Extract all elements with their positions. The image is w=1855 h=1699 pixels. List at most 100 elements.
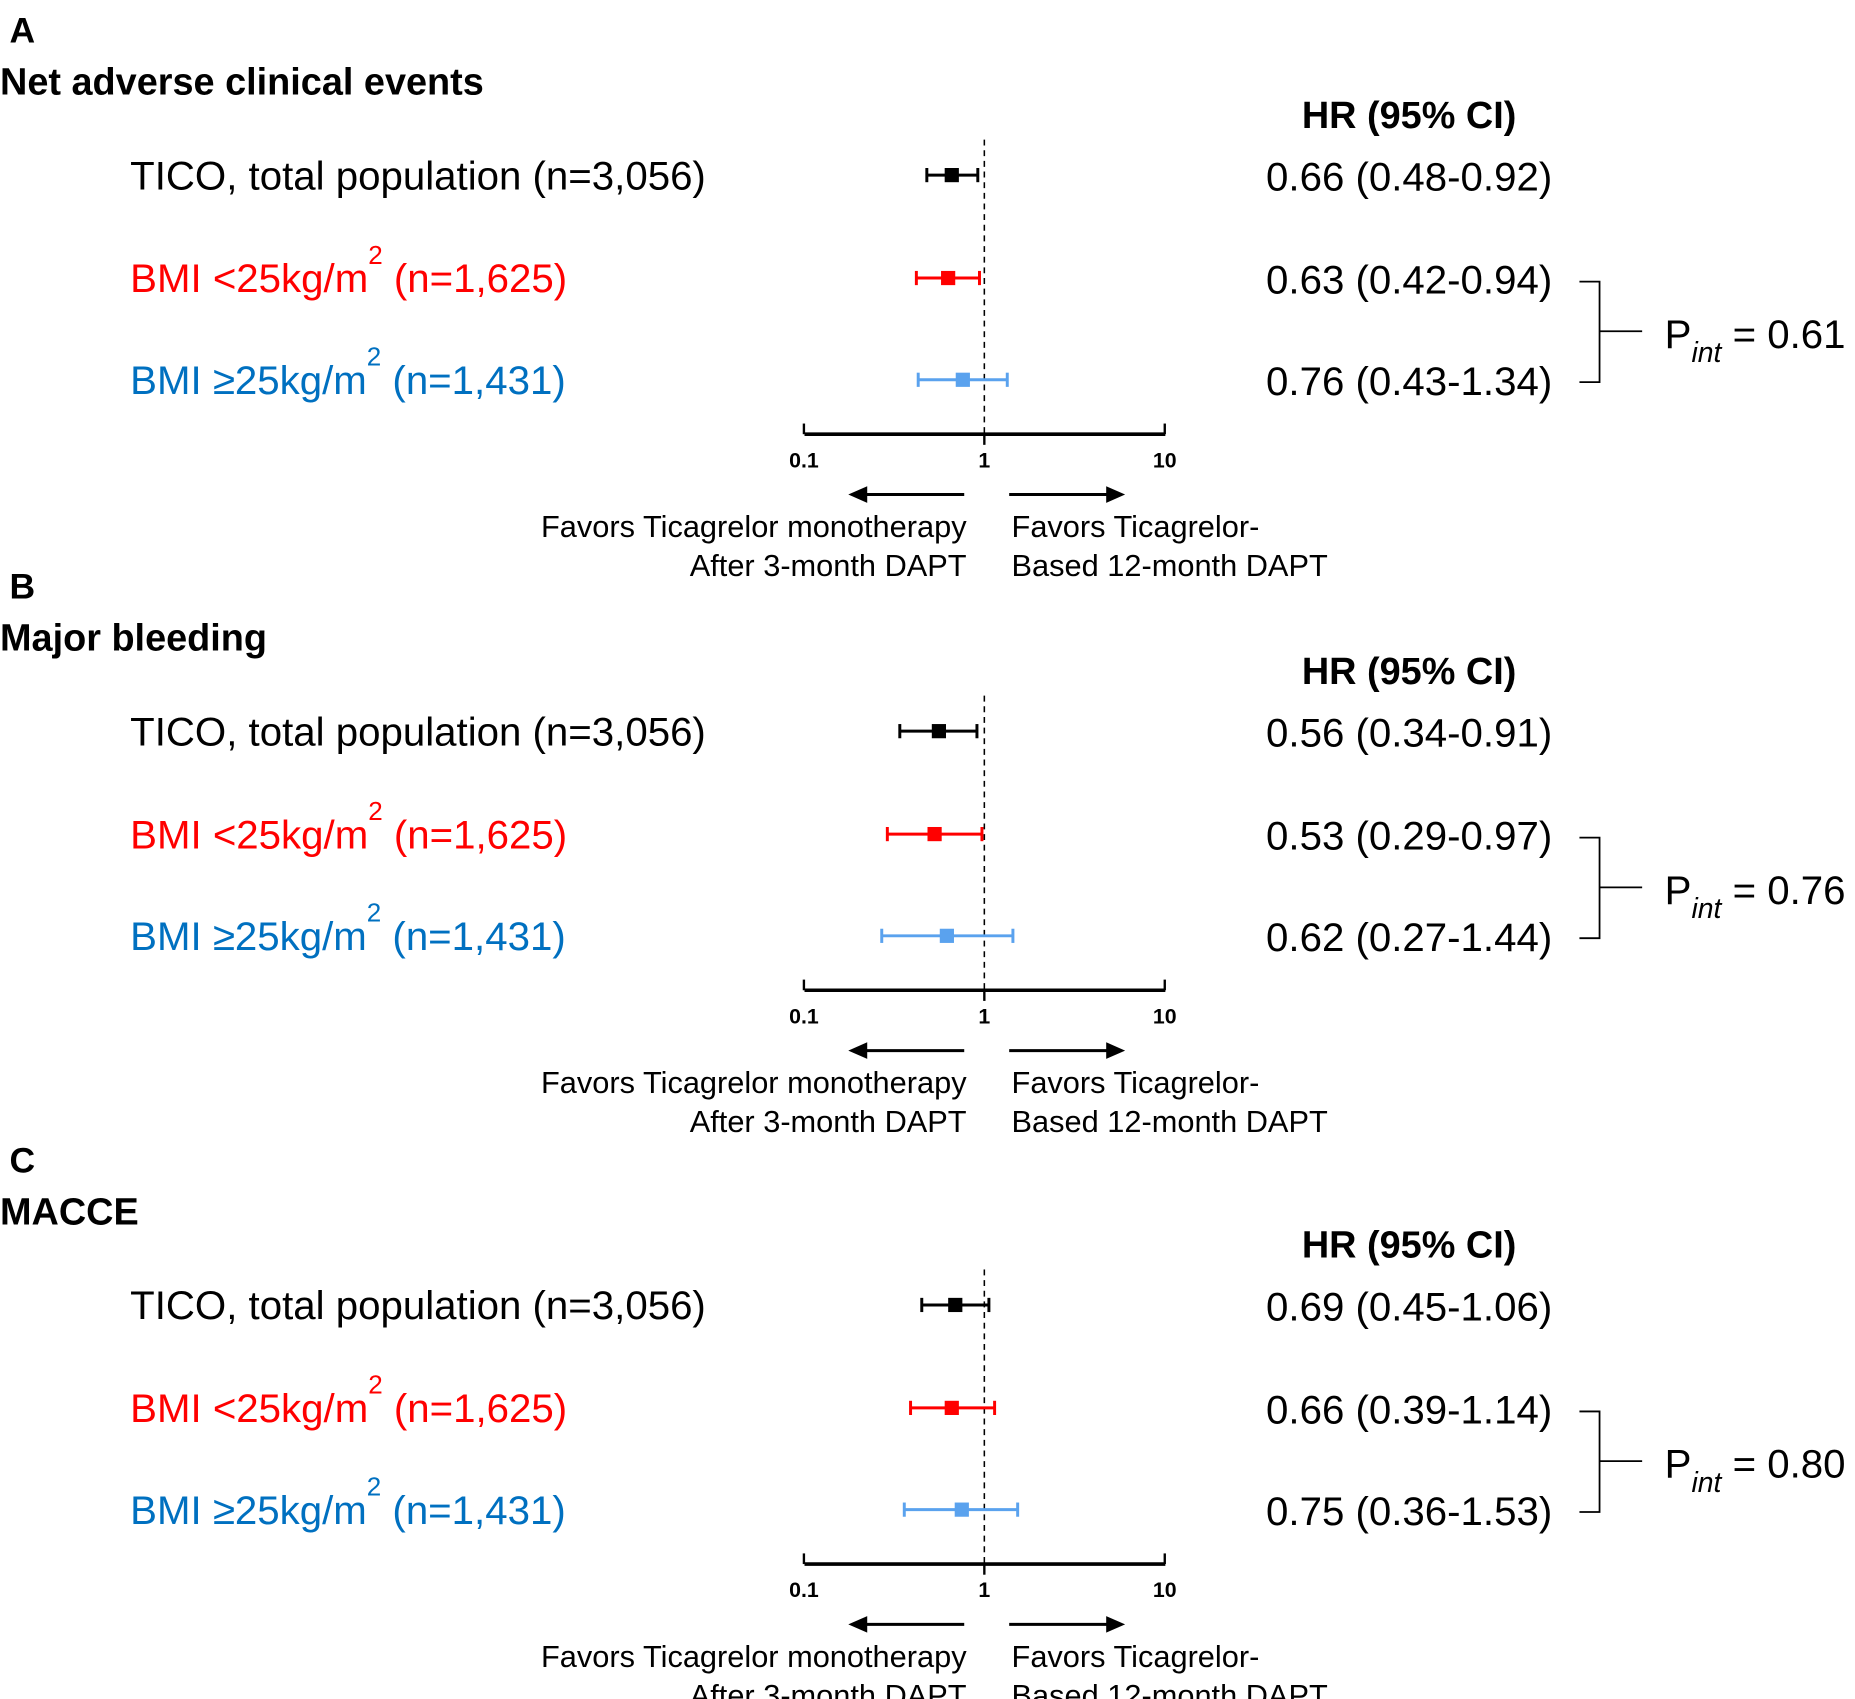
panel-title: Net adverse clinical events — [0, 62, 484, 104]
right-arrow-icon — [1106, 1042, 1126, 1059]
forest-row: BMI <25kg/m2 (n=1,625) 0.66 (0.39-1.14) — [130, 1370, 1552, 1433]
row-label-suffix: (n=1,431) — [381, 914, 565, 959]
panel-title: MACCE — [0, 1192, 139, 1234]
p-interaction-value: = 0.61 — [1721, 312, 1845, 357]
hr-point-marker — [944, 168, 959, 183]
x-tick-label: 1 — [978, 1578, 990, 1602]
hr-value: 0.53 (0.29-0.97) — [1266, 813, 1552, 858]
forest-row: BMI <25kg/m2 (n=1,625) 0.63 (0.42-0.94) — [130, 240, 1552, 303]
p-interaction-subscript: int — [1691, 337, 1722, 369]
row-label-superscript: 2 — [368, 796, 382, 826]
hr-header: HR (95% CI) — [1302, 95, 1516, 137]
favors-right-line1: Favors Ticagrelor- — [1012, 509, 1260, 544]
forest-row: BMI ≥25kg/m2 (n=1,431) 0.76 (0.43-1.34) — [130, 342, 1552, 405]
panel-letter: B — [9, 567, 35, 607]
row-label: BMI <25kg/m2 (n=1,625) — [130, 1370, 567, 1431]
left-arrow-icon — [848, 1042, 868, 1059]
favors-left-line1: Favors Ticagrelor monotherapy — [541, 509, 967, 544]
x-tick-label: 10 — [1153, 448, 1177, 472]
p-interaction-p: P — [1665, 1442, 1692, 1487]
p-interaction-subscript: int — [1691, 1467, 1722, 1499]
forest-row: TICO, total population (n=3,056) 0.69 (0.… — [130, 1283, 1552, 1329]
forest-row: TICO, total population (n=3,056) 0.56 (0.… — [130, 709, 1552, 755]
hr-header: HR (95% CI) — [1302, 1225, 1516, 1267]
p-interaction-value: = 0.76 — [1721, 868, 1845, 913]
p-interaction-p: P — [1665, 312, 1692, 357]
row-label-text: BMI <25kg/m — [130, 256, 368, 301]
row-label: TICO, total population (n=3,056) — [130, 709, 706, 754]
right-arrow-icon — [1106, 1616, 1126, 1633]
x-tick-label: 10 — [1153, 1578, 1177, 1602]
right-arrow-icon — [1106, 486, 1126, 503]
x-tick-label: 10 — [1153, 1004, 1177, 1028]
row-label-text: BMI <25kg/m — [130, 812, 368, 857]
row-label: BMI <25kg/m2 (n=1,625) — [130, 796, 567, 857]
row-label-text: BMI ≥25kg/m — [130, 358, 367, 403]
left-arrow-icon — [848, 486, 868, 503]
row-label-text: BMI <25kg/m — [130, 1386, 368, 1431]
hr-point-marker — [927, 826, 942, 842]
interaction-bracket — [1579, 1410, 1643, 1513]
x-tick-label: 1 — [978, 448, 990, 472]
favors-right-line2: Based 12-month DAPT — [1012, 1104, 1328, 1139]
interaction-bracket — [1579, 280, 1643, 384]
forest-row: BMI ≥25kg/m2 (n=1,431) 0.75 (0.36-1.53) — [130, 1471, 1552, 1534]
favors-left-line1: Favors Ticagrelor monotherapy — [541, 1639, 967, 1674]
row-label-text: TICO, total population (n=3,056) — [130, 709, 706, 754]
row-label-superscript: 2 — [367, 342, 381, 372]
row-label-text: BMI ≥25kg/m — [130, 1488, 367, 1533]
forest-panel-b: B Major bleeding HR (95% CI) TICO, total po… — [0, 567, 1846, 1140]
hr-value: 0.76 (0.43-1.34) — [1266, 359, 1552, 404]
row-label: BMI <25kg/m2 (n=1,625) — [130, 240, 567, 301]
p-interaction: Pint = 0.80 — [1665, 1442, 1846, 1499]
panel-title: Major bleeding — [0, 618, 267, 660]
favors-right-line2: Based 12-month DAPT — [1012, 548, 1328, 583]
p-interaction: Pint = 0.76 — [1665, 868, 1846, 925]
row-label-suffix: (n=1,625) — [383, 1386, 567, 1431]
x-tick-label: 0.1 — [789, 1578, 819, 1602]
row-label-suffix: (n=1,431) — [381, 1488, 565, 1533]
hr-value: 0.69 (0.45-1.06) — [1266, 1284, 1552, 1329]
p-interaction-subscript: int — [1691, 893, 1722, 925]
row-label-superscript: 2 — [367, 1471, 381, 1501]
interaction-bracket — [1579, 836, 1643, 940]
row-label: BMI ≥25kg/m2 (n=1,431) — [130, 898, 566, 959]
hr-point-marker — [954, 1502, 969, 1517]
p-interaction-value: = 0.80 — [1721, 1442, 1845, 1487]
row-label-suffix: (n=1,625) — [383, 256, 567, 301]
row-label: TICO, total population (n=3,056) — [130, 153, 706, 198]
row-label: BMI ≥25kg/m2 (n=1,431) — [130, 1471, 566, 1532]
forest-row: BMI ≥25kg/m2 (n=1,431) 0.62 (0.27-1.44) — [130, 898, 1552, 961]
row-label-suffix: (n=1,431) — [381, 358, 565, 403]
x-tick-label: 1 — [978, 1004, 990, 1028]
hr-point-marker — [955, 372, 970, 387]
hr-point-marker — [941, 270, 956, 286]
hr-value: 0.75 (0.36-1.53) — [1266, 1489, 1552, 1534]
favors-right-line1: Favors Ticagrelor- — [1012, 1065, 1260, 1100]
hr-point-marker — [931, 724, 947, 739]
favors-left-line2: After 3-month DAPT — [690, 1104, 967, 1139]
x-tick-label: 0.1 — [789, 448, 819, 472]
panel-letter: A — [9, 11, 35, 51]
row-label: BMI ≥25kg/m2 (n=1,431) — [130, 342, 566, 403]
hr-value: 0.62 (0.27-1.44) — [1266, 915, 1552, 960]
hr-header: HR (95% CI) — [1302, 651, 1516, 693]
forest-panel-a: A Net adverse clinical events HR (95% CI) T… — [0, 11, 1846, 584]
left-arrow-icon — [848, 1616, 868, 1633]
forest-row: BMI <25kg/m2 (n=1,625) 0.53 (0.29-0.97) — [130, 796, 1552, 859]
row-label-suffix: (n=1,625) — [383, 812, 567, 857]
p-interaction: Pint = 0.61 — [1665, 312, 1846, 369]
favors-right-line2: Based 12-month DAPT — [1012, 1678, 1328, 1699]
x-tick-label: 0.1 — [789, 1004, 819, 1028]
row-label-text: TICO, total population (n=3,056) — [130, 1283, 706, 1328]
hr-value: 0.63 (0.42-0.94) — [1266, 257, 1552, 302]
favors-left-line2: After 3-month DAPT — [690, 548, 967, 583]
row-label-superscript: 2 — [368, 240, 382, 270]
p-interaction-p: P — [1665, 868, 1692, 913]
favors-right-line1: Favors Ticagrelor- — [1012, 1639, 1260, 1674]
hr-point-marker — [944, 1400, 959, 1415]
row-label-text: BMI ≥25kg/m — [130, 914, 367, 959]
hr-value: 0.66 (0.39-1.14) — [1266, 1387, 1552, 1432]
row-label-superscript: 2 — [368, 1370, 382, 1400]
